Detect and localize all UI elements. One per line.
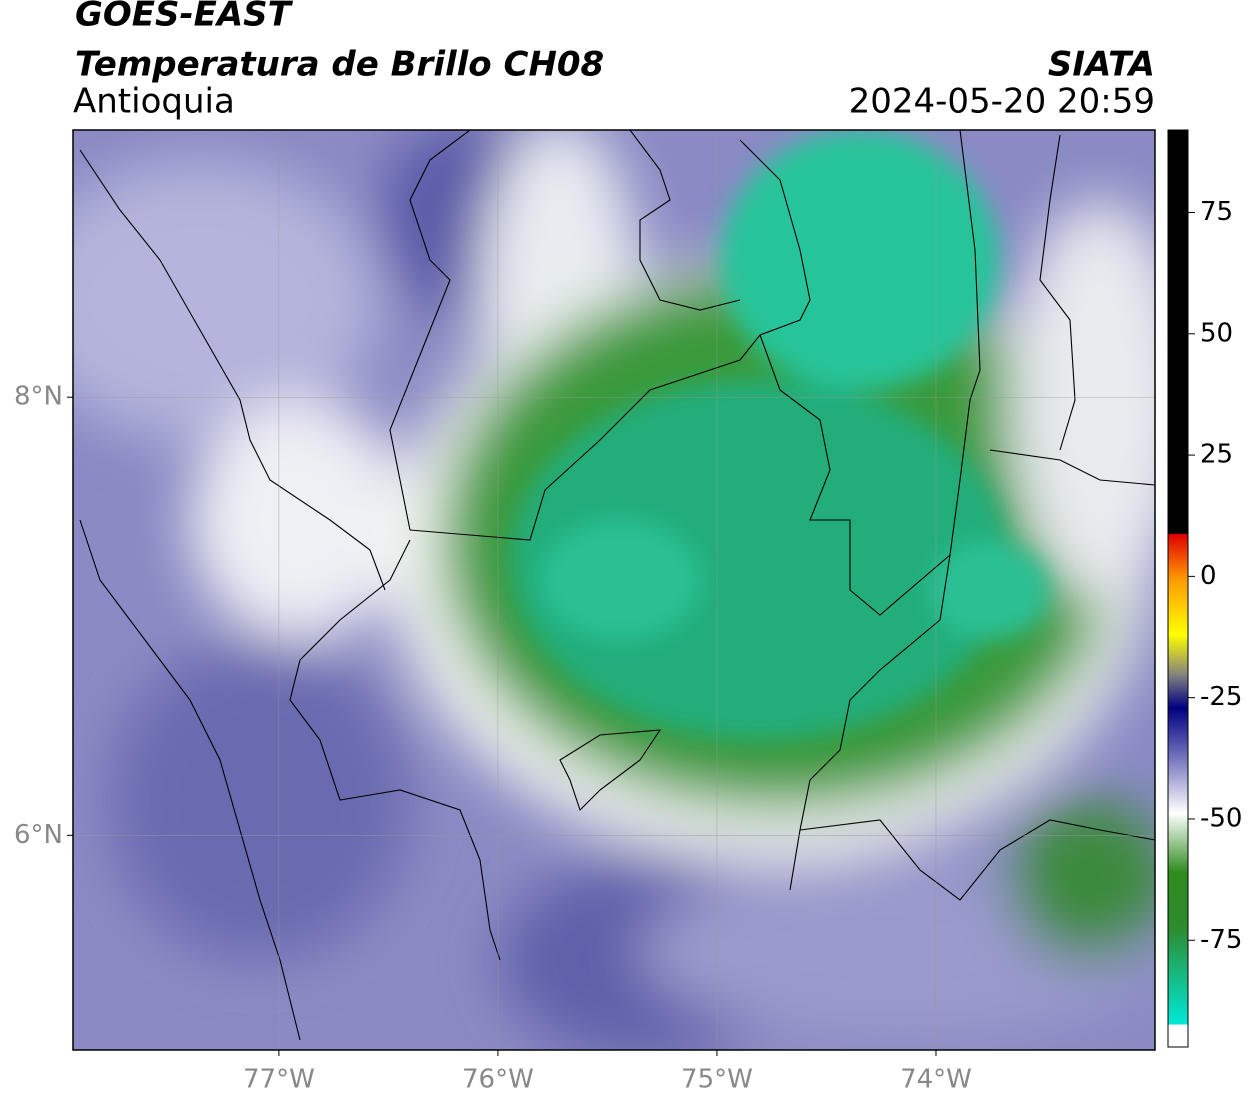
subtitle: Temperatura de Brillo CH08: [75, 45, 604, 85]
borders: [79, 130, 1155, 1041]
colorbar-label: -50: [1200, 803, 1242, 833]
title: GOES-EAST: [75, 0, 294, 35]
colorbar-label: 0: [1200, 561, 1217, 591]
ticks: 77°W 76°W 75°W 74°W 6°N 8°N -75 -50 -25 0 25 50 75: [14, 197, 1242, 1095]
y-tick-label: 6°N: [14, 820, 63, 850]
region: Antioquia: [73, 82, 235, 122]
colorbar-label: 25: [1200, 440, 1233, 470]
map-frame: [72, 129, 1156, 1051]
y-tick-label: 8°N: [14, 382, 63, 412]
colorbar: [1167, 129, 1189, 1048]
x-tick-label: 76°W: [462, 1065, 534, 1095]
x-tick-label: 75°W: [681, 1065, 753, 1095]
grid: [73, 130, 1155, 1050]
timestamp: 2024-05-20 20:59: [849, 82, 1155, 122]
colorbar-label: 75: [1200, 197, 1233, 227]
colorbar-label: -75: [1200, 925, 1242, 955]
x-tick-label: 77°W: [243, 1065, 315, 1095]
colorbar-label: -25: [1200, 682, 1242, 712]
colorbar-label: 50: [1200, 318, 1233, 348]
x-tick-label: 74°W: [900, 1065, 972, 1095]
satellite-image: [73, 130, 1155, 1050]
source: SIATA: [1048, 45, 1155, 85]
